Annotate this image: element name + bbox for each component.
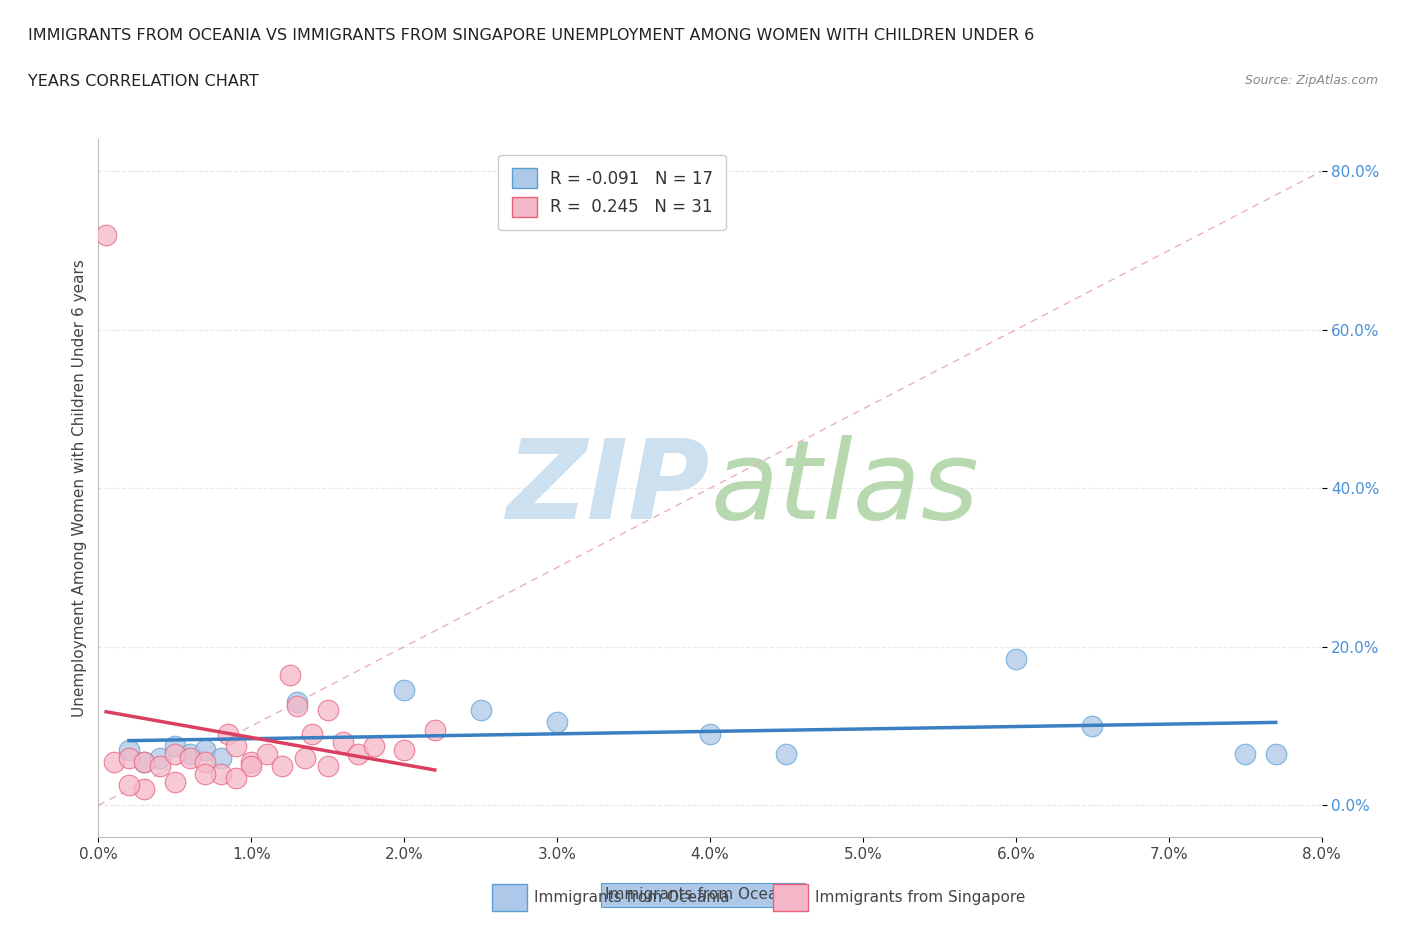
Point — [194, 766, 217, 781]
Point — [149, 751, 172, 765]
Point — [392, 683, 416, 698]
Point — [217, 726, 239, 741]
Point — [240, 754, 263, 769]
Text: Source: ZipAtlas.com: Source: ZipAtlas.com — [1244, 74, 1378, 87]
Point — [392, 742, 416, 757]
Text: IMMIGRANTS FROM OCEANIA VS IMMIGRANTS FROM SINGAPORE UNEMPLOYMENT AMONG WOMEN WI: IMMIGRANTS FROM OCEANIA VS IMMIGRANTS FR… — [28, 28, 1035, 43]
Point — [285, 698, 308, 713]
Point — [546, 714, 568, 729]
Point — [301, 726, 323, 741]
Text: atlas: atlas — [710, 434, 979, 542]
Point — [363, 738, 385, 753]
Point — [1081, 719, 1104, 734]
Point — [179, 747, 201, 762]
Point — [775, 747, 797, 762]
Point — [134, 754, 156, 769]
Point — [134, 754, 156, 769]
Point — [118, 742, 141, 757]
Point — [225, 738, 247, 753]
Point — [1234, 747, 1257, 762]
Text: Immigrants from Oceania: Immigrants from Oceania — [534, 890, 730, 905]
Point — [1004, 651, 1026, 666]
Point — [256, 747, 278, 762]
Point — [285, 695, 308, 710]
Y-axis label: Unemployment Among Women with Children Under 6 years: Unemployment Among Women with Children U… — [72, 259, 87, 717]
Text: YEARS CORRELATION CHART: YEARS CORRELATION CHART — [28, 74, 259, 89]
Point — [163, 738, 186, 753]
Point — [149, 758, 172, 773]
Point — [423, 723, 446, 737]
Point — [194, 754, 217, 769]
Point — [316, 703, 339, 718]
Legend: R = -0.091   N = 17, R =  0.245   N = 31: R = -0.091 N = 17, R = 0.245 N = 31 — [498, 154, 725, 231]
Point — [103, 754, 125, 769]
Point — [240, 758, 263, 773]
Point — [209, 751, 232, 765]
Point — [470, 703, 492, 718]
Point — [270, 758, 294, 773]
Point — [163, 774, 186, 789]
Point — [118, 778, 141, 793]
Point — [294, 751, 316, 765]
Point — [278, 667, 301, 682]
Point — [134, 782, 156, 797]
Point — [94, 227, 117, 242]
Text: Immigrants from Singapore: Immigrants from Singapore — [815, 890, 1026, 905]
Point — [179, 751, 201, 765]
Point — [699, 726, 721, 741]
Point — [225, 770, 247, 785]
Point — [163, 747, 186, 762]
Point — [332, 735, 354, 750]
Point — [209, 766, 232, 781]
Point — [118, 751, 141, 765]
Point — [316, 758, 339, 773]
Text: ZIP: ZIP — [506, 434, 710, 542]
Point — [194, 742, 217, 757]
Text: Immigrants from Oceania: Immigrants from Oceania — [605, 887, 801, 902]
Point — [1264, 747, 1286, 762]
Point — [347, 747, 370, 762]
